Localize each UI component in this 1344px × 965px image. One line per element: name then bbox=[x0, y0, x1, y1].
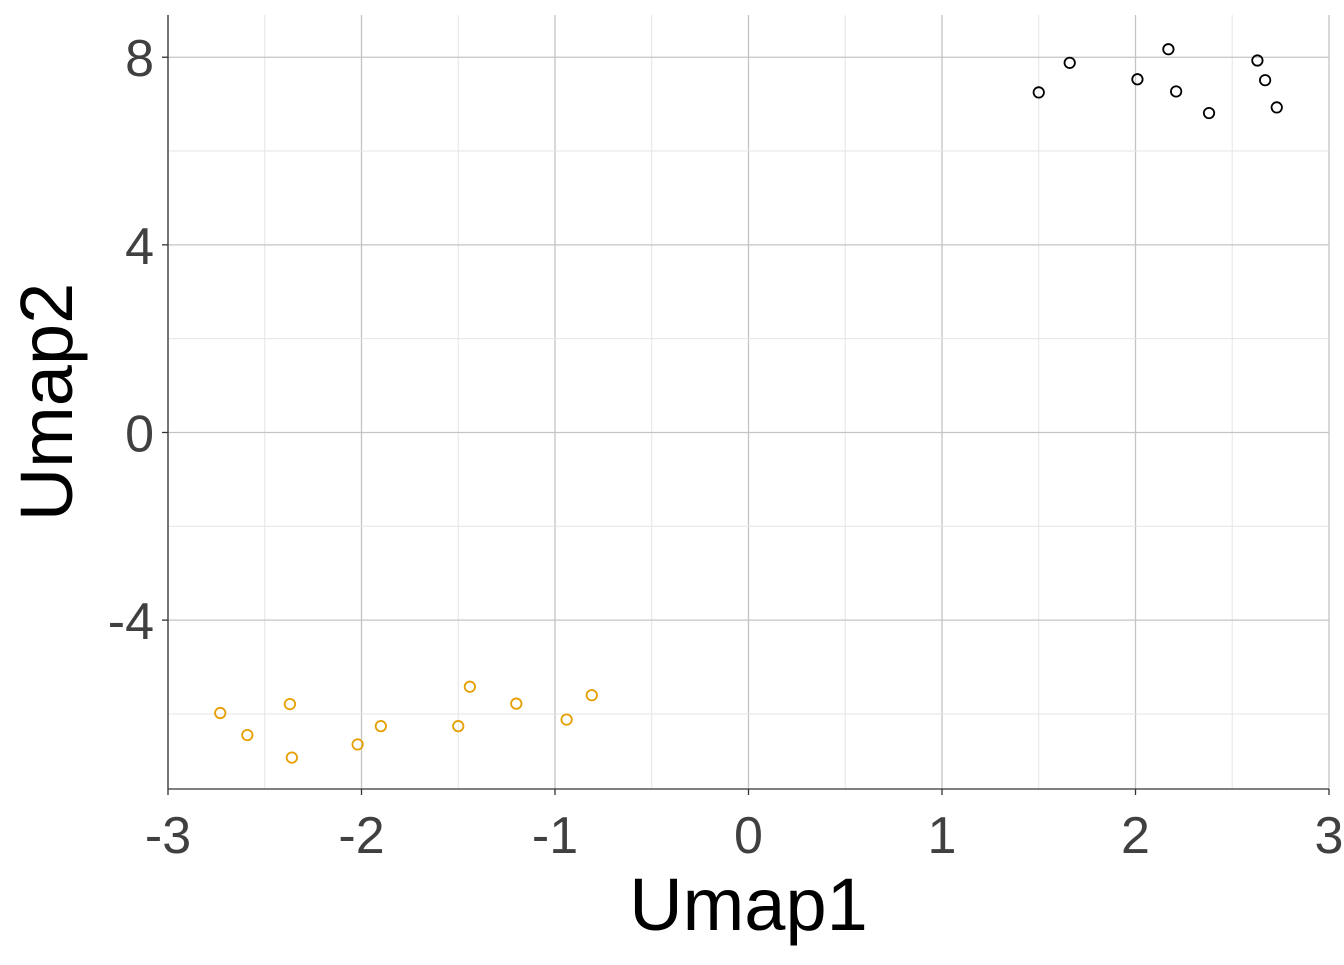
data-point bbox=[351, 738, 364, 751]
data-point bbox=[1063, 56, 1076, 69]
data-point bbox=[1131, 73, 1144, 86]
data-point bbox=[585, 689, 598, 702]
data-point bbox=[1162, 43, 1175, 56]
data-point bbox=[241, 728, 254, 742]
gridlines bbox=[167, 15, 1330, 789]
x-tick-label: -1 bbox=[532, 807, 578, 865]
data-point bbox=[452, 720, 465, 733]
data-point bbox=[1170, 85, 1183, 98]
y-tick-label: 0 bbox=[125, 405, 154, 463]
data-point bbox=[374, 720, 387, 733]
y-axis-title: Umap2 bbox=[5, 283, 88, 522]
data-point bbox=[1202, 106, 1216, 120]
x-tick-label: 1 bbox=[928, 807, 957, 865]
data-point bbox=[1270, 101, 1283, 114]
x-axis-title: Umap1 bbox=[629, 863, 868, 946]
data-point bbox=[510, 697, 523, 710]
x-tick-label: -2 bbox=[338, 807, 384, 865]
x-tick-label: 0 bbox=[734, 807, 763, 865]
data-point bbox=[214, 706, 227, 720]
data-points bbox=[214, 43, 1283, 764]
y-tick-label: -4 bbox=[108, 593, 154, 651]
y-tick-label: 8 bbox=[125, 30, 154, 88]
data-point bbox=[1259, 74, 1272, 87]
data-point bbox=[463, 680, 476, 693]
x-tick-label: -3 bbox=[145, 807, 191, 865]
x-tick-label: 3 bbox=[1315, 807, 1344, 865]
x-tick-label: 2 bbox=[1121, 807, 1150, 865]
data-point bbox=[283, 697, 297, 711]
data-point bbox=[1032, 86, 1045, 99]
data-point bbox=[285, 751, 298, 764]
y-tick-label: 4 bbox=[125, 218, 154, 276]
axes: -3 -2 -1 0 1 2 3 -4 0 4 8 bbox=[108, 15, 1344, 865]
data-point bbox=[560, 713, 573, 726]
data-point bbox=[1251, 54, 1264, 67]
